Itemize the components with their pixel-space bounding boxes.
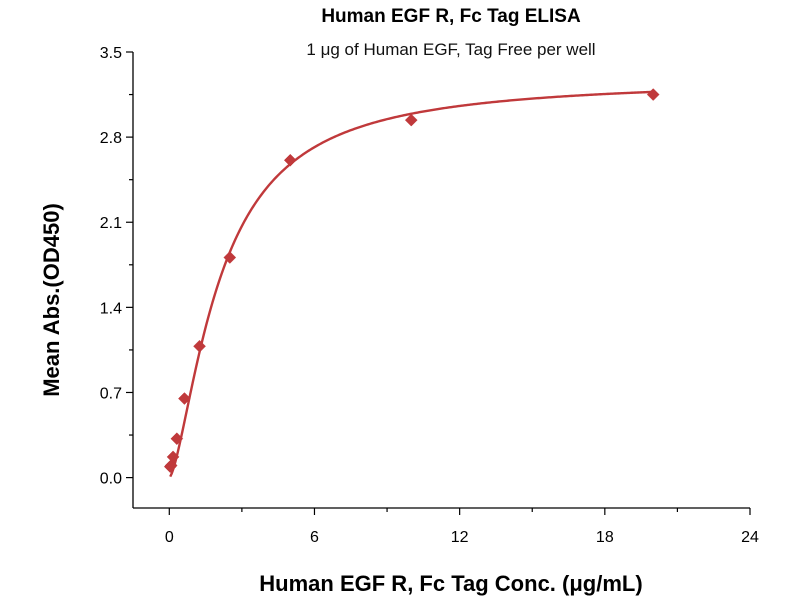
x-axis-label: Human EGF R, Fc Tag Conc. (μg/mL) bbox=[259, 571, 642, 596]
x-tick-label: 18 bbox=[596, 529, 614, 546]
y-axis-label: Mean Abs.(OD450) bbox=[39, 203, 64, 397]
fit-curve-line bbox=[169, 90, 654, 478]
data-point-diamond bbox=[646, 88, 660, 101]
data-point-diamond bbox=[166, 450, 180, 464]
y-tick-label: 3.5 bbox=[100, 45, 122, 62]
chart-title: Human EGF R, Fc Tag ELISA bbox=[321, 6, 581, 27]
data-point-diamond bbox=[164, 459, 178, 472]
data-point-diamond bbox=[283, 153, 297, 167]
chart-subtitle: 1 μg of Human EGF, Tag Free per well bbox=[306, 40, 595, 59]
x-tick-label: 24 bbox=[741, 529, 759, 546]
ticks-layer: 0.0 0.7 1.4 2.1 2.8 3.5 0 6 12 18 24 bbox=[100, 45, 759, 546]
y-tick-label: 2.8 bbox=[100, 130, 122, 147]
y-tick-label: 0.0 bbox=[100, 471, 122, 488]
x-tick-label: 6 bbox=[310, 529, 319, 546]
fit-curve-layer bbox=[169, 90, 654, 478]
data-point-diamond bbox=[193, 339, 206, 353]
data-point-diamond bbox=[170, 432, 184, 446]
x-tick-label: 12 bbox=[451, 529, 469, 546]
data-point-diamond bbox=[178, 392, 191, 405]
y-tick-label: 0.7 bbox=[100, 385, 122, 402]
data-points-layer bbox=[163, 88, 660, 474]
x-tick-label: 0 bbox=[165, 529, 174, 546]
data-point-diamond bbox=[223, 251, 237, 264]
data-point-diamond bbox=[404, 113, 418, 127]
y-tick-label: 1.4 bbox=[100, 300, 122, 317]
y-tick-label: 2.1 bbox=[100, 215, 122, 232]
